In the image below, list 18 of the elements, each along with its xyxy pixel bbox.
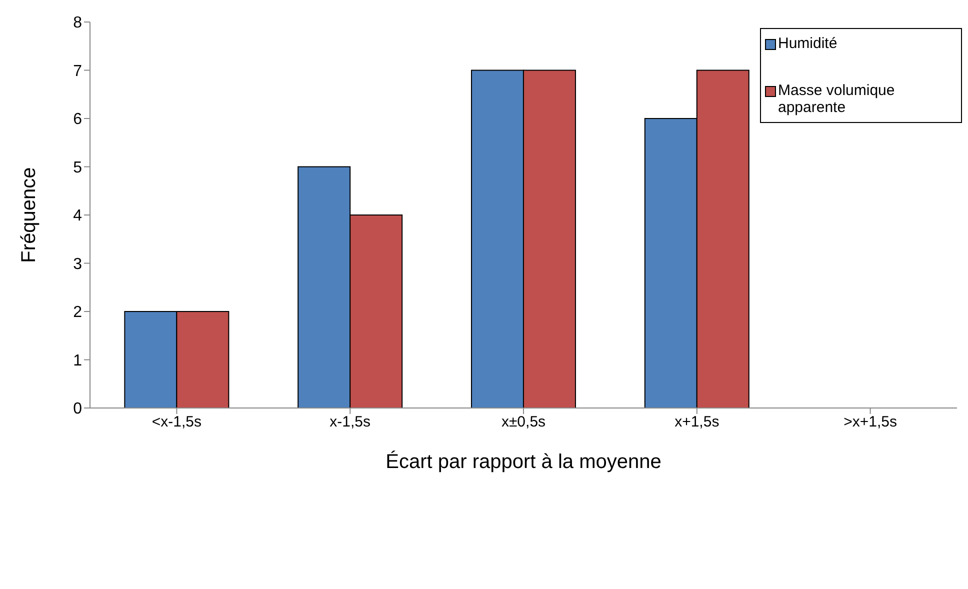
legend-label: Masse volumique apparente bbox=[778, 82, 896, 116]
y-tick-label: 5 bbox=[73, 159, 82, 176]
y-tick-label: 4 bbox=[73, 208, 82, 225]
y-tick-label: 3 bbox=[73, 256, 82, 273]
y-tick-label: 8 bbox=[73, 14, 82, 32]
x-axis-title: Écart par rapport à la moyenne bbox=[386, 450, 662, 473]
x-tick-label: x-1,5s bbox=[330, 414, 371, 431]
x-tick-label: x+1,5s bbox=[674, 414, 720, 431]
y-axis-title: Fréquence bbox=[18, 167, 40, 263]
x-tick-label: <x-1,5s bbox=[152, 414, 202, 431]
y-tick-label: 2 bbox=[73, 304, 82, 322]
y-tick-label: 1 bbox=[73, 352, 82, 370]
y-tick-label: 7 bbox=[73, 62, 82, 80]
y-tick-label: 0 bbox=[73, 400, 82, 418]
x-tick-label: x±0,5s bbox=[501, 414, 546, 431]
y-tick-label: 6 bbox=[73, 111, 82, 128]
x-tick-label: >x+1,5s bbox=[844, 414, 897, 431]
legend-label: Humidité bbox=[778, 35, 838, 52]
